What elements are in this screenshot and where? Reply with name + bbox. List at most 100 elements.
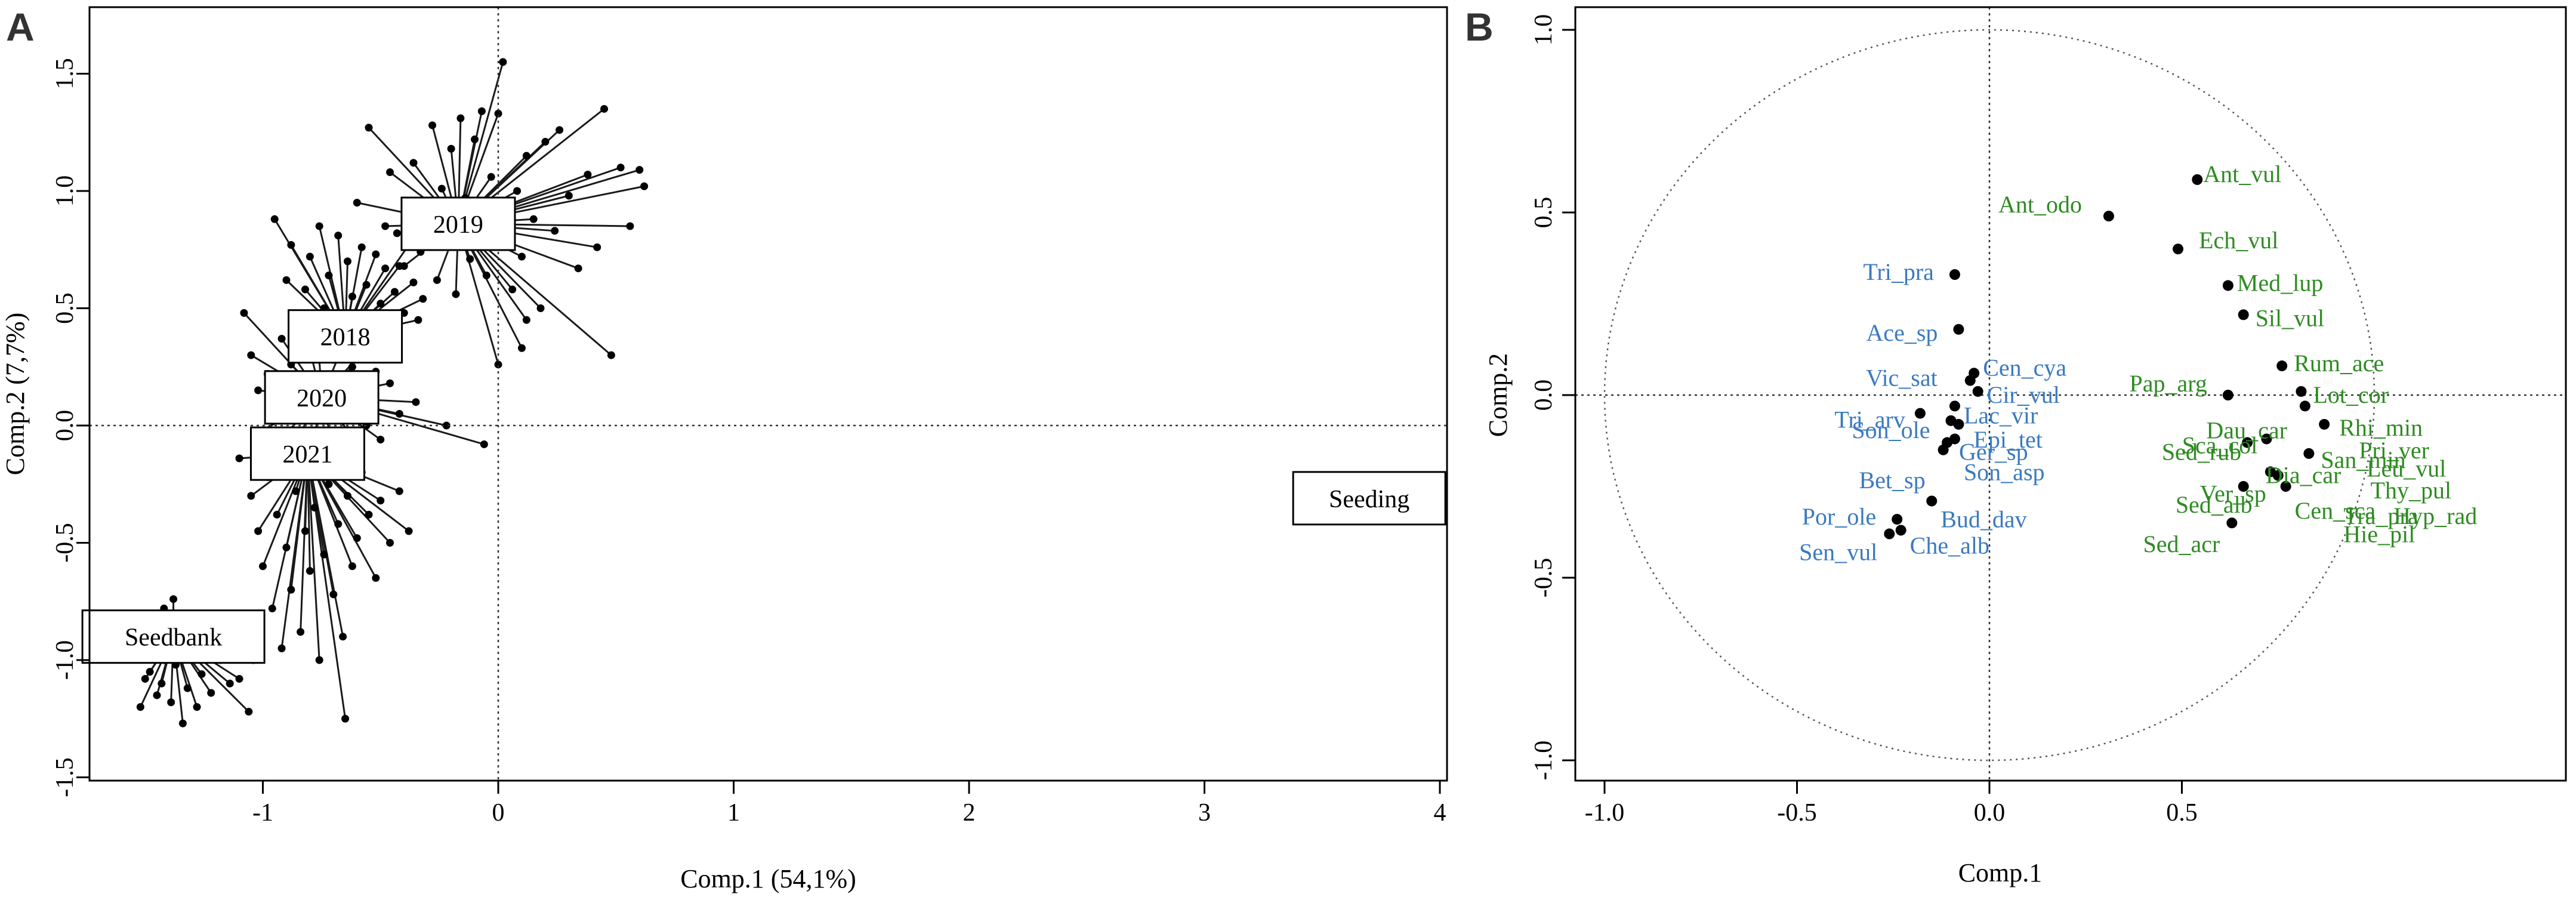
panel-b-correlation-circle (1603, 29, 2376, 762)
point-2019-47 (517, 344, 526, 352)
panel-b-letter: B (1465, 5, 1494, 49)
panel-a-y-tick-label-5: 1.0 (51, 175, 79, 207)
point-2019-30 (536, 304, 545, 312)
species-label-por-ole: Por_ole (1802, 503, 1876, 530)
panel-b-y-tick-label-0: -1.0 (1530, 741, 1557, 781)
point-2019-0 (381, 222, 390, 230)
species-label-rhi-min: Rhi_min (2339, 414, 2423, 441)
point-2021-13 (306, 567, 314, 575)
point-2019-28 (522, 152, 530, 160)
species-point-san-min (2303, 448, 2315, 459)
point-2021-30 (405, 527, 413, 535)
point-2021-5 (268, 605, 276, 613)
species-label-sil-vul: Sil_vul (2256, 304, 2325, 331)
point-2018-20 (377, 300, 385, 308)
species-point-sen-vul (1884, 528, 1895, 540)
point-2019-29 (529, 215, 538, 223)
point-2021-12 (301, 527, 310, 535)
point-2019-19 (477, 107, 486, 115)
point-2018-19 (372, 250, 380, 258)
species-point-ant-vul (2192, 174, 2203, 185)
point-2021-0 (235, 454, 243, 463)
point-2021-28 (386, 539, 394, 547)
point-seedbank-21 (245, 707, 253, 716)
point-2018-9 (325, 271, 333, 279)
panel-b-y-tick-label-2: 0.0 (1530, 380, 1557, 411)
point-2019-26 (513, 187, 522, 195)
point-2019-37 (593, 243, 601, 251)
species-label-tra-pra: Tra_pra (2343, 503, 2418, 529)
point-2019-9 (433, 276, 441, 284)
point-2021-3 (259, 562, 267, 571)
species-label-med-lup: Med_lup (2237, 269, 2323, 296)
species-point-lot-cor (2296, 386, 2307, 397)
point-2021-29 (395, 487, 403, 495)
point-2018-16 (357, 243, 366, 251)
panel-a-x-tick-label-5: 4 (1434, 799, 1446, 827)
species-point-dau-car (2299, 400, 2310, 412)
species-label-ace-sp: Ace_sp (1866, 319, 1938, 346)
panel-b-species-points (1884, 174, 2330, 540)
species-point-cir-vul (1972, 386, 1983, 397)
species-label-vic-sat: Vic_sat (1866, 365, 1938, 392)
species-label-ant-odo: Ant_odo (1998, 191, 2082, 218)
group-label-2018: 2018 (320, 324, 371, 352)
species-label-ech-vul: Ech_vul (2199, 227, 2278, 254)
point-2019-45 (353, 199, 361, 207)
species-label-sed-rub: Sed_rub (2162, 439, 2241, 466)
species-label-epi-tet: Epi_tet (1973, 426, 2043, 453)
panel-b-x-tick-label-2: 0.0 (1974, 799, 2006, 827)
species-label-dau-car: Dau_car (2206, 417, 2287, 443)
point-2021-14 (310, 504, 319, 512)
panel-b-x-axis-title: Comp.1 (1958, 858, 2043, 887)
point-2020-1 (247, 351, 255, 359)
point-2019-21 (487, 172, 495, 181)
point-2018-28 (414, 316, 422, 324)
species-label-hie-pil: Hie_pil (2343, 521, 2415, 548)
panel-a-x-axis-title: Comp.1 (54,1%) (680, 864, 856, 893)
point-2021-19 (334, 520, 343, 528)
point-seedbank-19 (226, 679, 234, 688)
panel-a-letter: A (6, 5, 35, 49)
panel-a-axes: -1 0 1 2 3 4 -1.5 -1.0 -0.5 0.0 0.5 1.0 1.5 Comp.1 (5… (1, 6, 1448, 893)
panel-b-y-tick-label-3: 0.5 (1530, 197, 1557, 229)
group-label-seeding: Seeding (1329, 486, 1409, 513)
species-point-cen-sca (2280, 481, 2291, 492)
point-2018-5 (306, 252, 314, 261)
species-label-rum-ace: Rum_ace (2294, 350, 2384, 377)
species-label-cen-cya: Cen_cya (1983, 354, 2066, 381)
species-point-lac-vir (1949, 400, 1960, 412)
group-label-box-2018 (288, 309, 403, 364)
point-seedbank-8 (167, 698, 175, 707)
point-2019-17 (471, 135, 479, 144)
species-point-ant-odo (2103, 211, 2114, 222)
point-2019-44 (365, 124, 373, 132)
point-2021-10 (292, 487, 300, 495)
point-2021-15 (315, 656, 323, 664)
point-seedbank-2 (146, 668, 154, 676)
point-2019-5 (409, 159, 418, 167)
point-2021-23 (353, 534, 361, 542)
species-label-tri-pra: Tri_pra (1863, 258, 1934, 285)
point-seedbank-20 (235, 674, 243, 683)
point-2019-8 (428, 121, 437, 130)
point-2019-20 (482, 271, 490, 279)
point-2021-9 (287, 585, 295, 594)
panel-a-y-tick-label-0: -1.5 (51, 757, 79, 797)
point-2021-11 (297, 628, 305, 636)
point-2018-17 (362, 280, 371, 289)
species-label-leu-vul: Leu_vul (2367, 455, 2446, 482)
species-point-rhi-min (2319, 418, 2330, 430)
species-point-bud-dav (1926, 495, 1938, 507)
point-2018-21 (381, 264, 390, 273)
point-2019-36 (584, 170, 592, 178)
panel-a-y-tick-label-1: -1.0 (51, 640, 79, 680)
panel-a-x-tick-label-3: 2 (963, 799, 976, 827)
point-2018-0 (270, 215, 279, 223)
point-2021-26 (372, 574, 380, 582)
species-point-sil-vul (2238, 309, 2249, 320)
panel-b-y-tick-label-1: -0.5 (1530, 558, 1557, 598)
point-2018-4 (301, 285, 310, 294)
